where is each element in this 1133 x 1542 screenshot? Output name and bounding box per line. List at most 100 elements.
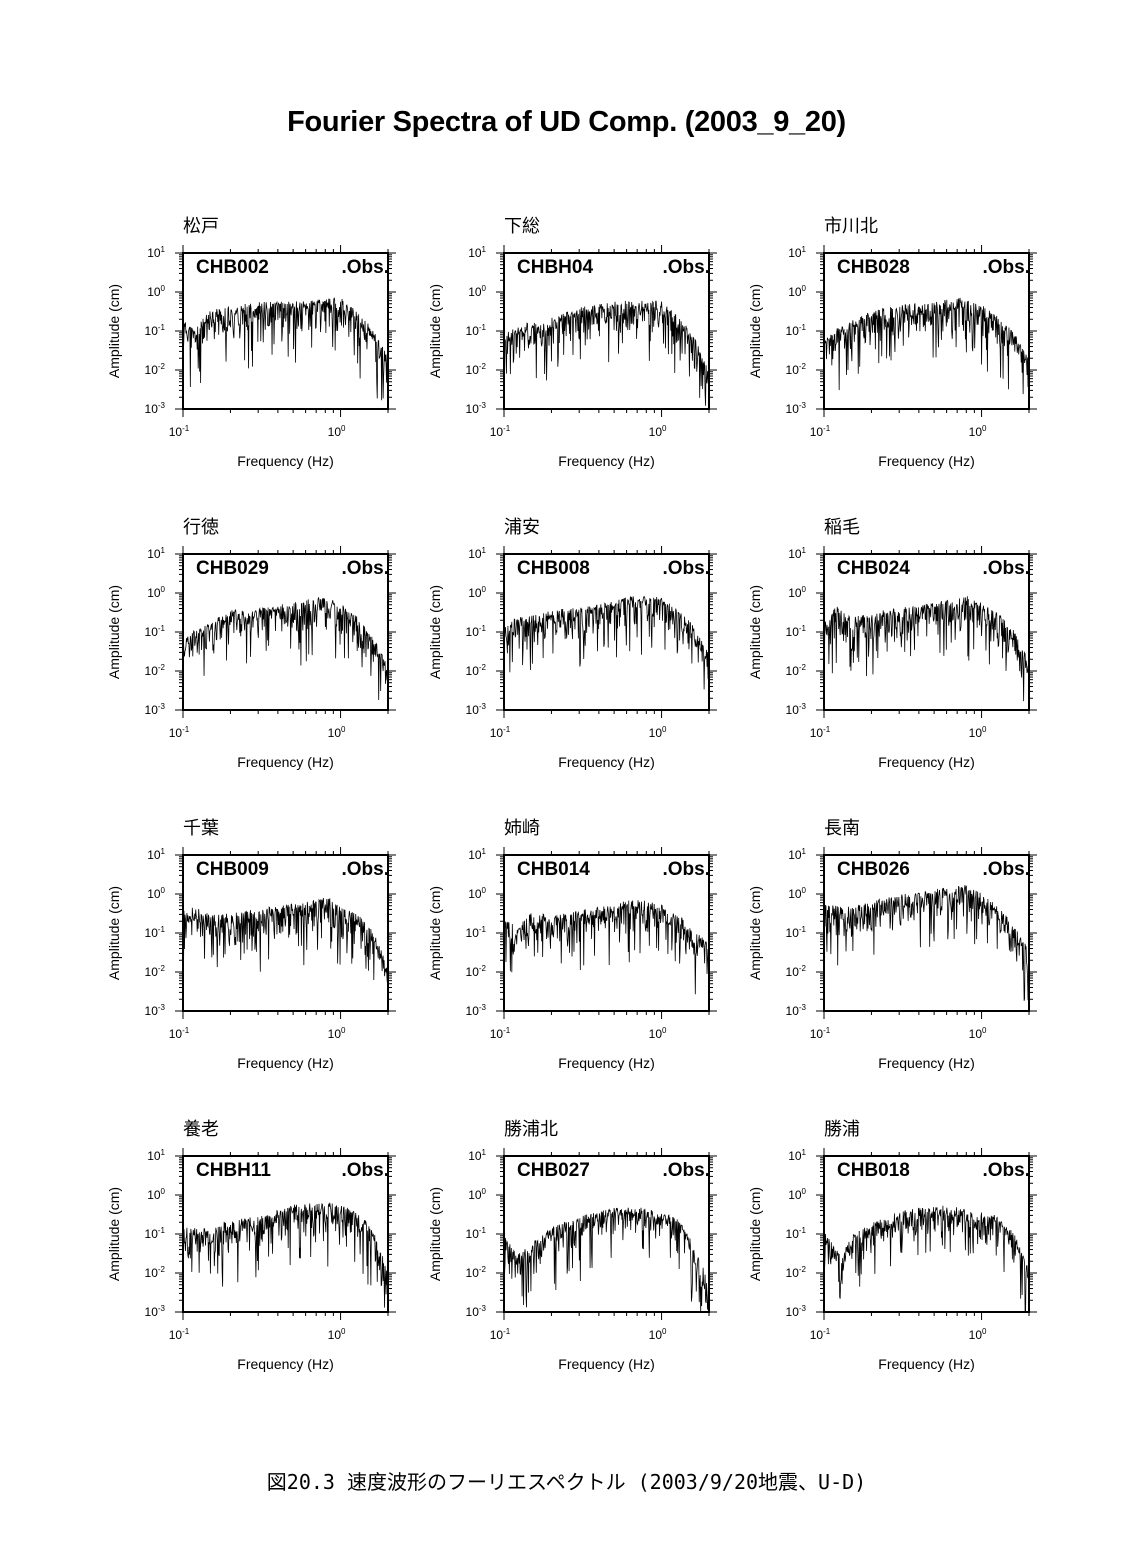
x-axis-label: Frequency (Hz): [237, 1055, 333, 1071]
spectrum-chart: 10-3 10-2 10-1 100 101 10-1 100 Frequency (Hz) A…: [106, 546, 396, 770]
obs-tag: .Obs.: [662, 558, 710, 579]
spectrum-chart: 10-3 10-2 10-1 100 101 10-1 100 Frequency (Hz) A…: [427, 546, 717, 770]
obs-tag: .Obs.: [982, 859, 1030, 880]
x-tick-label: 100: [328, 1026, 346, 1041]
station-name: 稲毛: [824, 517, 860, 538]
y-tick-label: 10-1: [466, 1226, 487, 1241]
x-axis-label: Frequency (Hz): [237, 1356, 333, 1372]
obs-tag: .Obs.: [341, 558, 389, 579]
x-axis-label: Frequency (Hz): [237, 453, 333, 469]
x-tick-label: 10-1: [169, 725, 190, 740]
obs-tag: .Obs.: [341, 257, 389, 278]
y-tick-label: 101: [468, 546, 486, 561]
y-tick-label: 10-3: [145, 401, 166, 416]
page-title: Fourier Spectra of UD Comp. (2003_9_20): [287, 106, 846, 138]
spectrum-line: [824, 885, 1029, 1001]
x-axis-label: Frequency (Hz): [878, 754, 974, 770]
obs-tag: .Obs.: [341, 1160, 389, 1181]
x-tick-label: 10-1: [810, 424, 831, 439]
y-tick-label: 10-3: [466, 401, 487, 416]
y-tick-label: 10-2: [145, 362, 166, 377]
y-tick-label: 100: [788, 284, 806, 299]
y-tick-label: 101: [147, 245, 165, 260]
spectrum-panel-chb029: 行徳 10-3 10-2 10-1 100 101 10-1 100 Frequency (Hz…: [103, 513, 423, 773]
y-tick-label: 10-1: [786, 925, 807, 940]
x-axis-label: Frequency (Hz): [558, 453, 654, 469]
y-tick-label: 10-3: [786, 1304, 807, 1319]
x-tick-label: 10-1: [169, 424, 190, 439]
station-code: CHBH04: [517, 257, 593, 278]
station-name: 松戸: [183, 216, 219, 237]
y-tick-label: 101: [788, 1148, 806, 1163]
spectrum-line: [824, 596, 1029, 702]
spectrum-panel-chb018: 勝浦 10-3 10-2 10-1 100 101 10-1 100 Frequency (Hz…: [744, 1115, 1064, 1375]
x-tick-label: 10-1: [490, 725, 511, 740]
station-name: 長南: [824, 818, 860, 839]
spectrum-panel-chb026: 長南 10-3 10-2 10-1 100 101 10-1 100 Frequency (Hz…: [744, 814, 1064, 1074]
y-tick-label: 10-1: [786, 323, 807, 338]
station-name: 勝浦: [824, 1119, 860, 1140]
station-name: 勝浦北: [504, 1119, 558, 1140]
y-tick-label: 101: [468, 245, 486, 260]
spectrum-panel-chb014: 姉崎 10-3 10-2 10-1 100 101 10-1 100 Frequency (Hz…: [424, 814, 744, 1074]
y-tick-label: 10-1: [466, 323, 487, 338]
x-tick-label: 100: [969, 1327, 987, 1342]
x-tick-label: 10-1: [169, 1327, 190, 1342]
obs-tag: .Obs.: [662, 1160, 710, 1181]
x-tick-label: 100: [649, 1327, 667, 1342]
station-name: 行徳: [183, 517, 219, 538]
x-tick-label: 10-1: [810, 725, 831, 740]
spectrum-line: [183, 597, 388, 700]
station-name: 姉崎: [504, 818, 540, 839]
y-tick-label: 100: [147, 585, 165, 600]
y-tick-label: 10-1: [145, 925, 166, 940]
station-name: 千葉: [183, 818, 219, 839]
y-tick-label: 10-2: [786, 362, 807, 377]
spectrum-line: [183, 297, 388, 401]
y-axis-label: Amplitude (cm): [106, 1187, 122, 1281]
x-tick-label: 10-1: [810, 1327, 831, 1342]
x-tick-label: 100: [649, 725, 667, 740]
x-tick-label: 10-1: [169, 1026, 190, 1041]
x-tick-label: 100: [328, 1327, 346, 1342]
y-tick-label: 10-1: [466, 925, 487, 940]
obs-tag: .Obs.: [662, 859, 710, 880]
y-tick-label: 10-3: [466, 1304, 487, 1319]
spectrum-line: [824, 1205, 1029, 1312]
y-tick-label: 100: [468, 284, 486, 299]
x-tick-label: 10-1: [490, 424, 511, 439]
spectrum-panel-chb002: 松戸 10-3 10-2 10-1 100 101 10-1 100 Frequency (Hz…: [103, 212, 423, 472]
spectrum-chart: 10-3 10-2 10-1 100 101 10-1 100 Frequency (Hz) A…: [106, 1148, 396, 1372]
y-axis-label: Amplitude (cm): [747, 886, 763, 980]
y-tick-label: 10-3: [786, 702, 807, 717]
y-tick-label: 10-1: [145, 1226, 166, 1241]
spectrum-line: [183, 897, 388, 984]
y-axis-label: Amplitude (cm): [747, 284, 763, 378]
y-axis-label: Amplitude (cm): [427, 585, 443, 679]
x-tick-label: 100: [969, 1026, 987, 1041]
spectrum-panel-chb027: 勝浦北 10-3 10-2 10-1 100 101 10-1 100 Frequency (H…: [424, 1115, 744, 1375]
figure-caption: 図20.3 速度波形のフーリエスペクトル (2003/9/20地震、U-D): [266, 1470, 867, 1494]
station-code: CHB028: [837, 257, 910, 278]
spectrum-chart: 10-3 10-2 10-1 100 101 10-1 100 Frequency (Hz) A…: [747, 1148, 1037, 1372]
spectrum-chart: 10-3 10-2 10-1 100 101 10-1 100 Frequency (Hz) A…: [427, 847, 717, 1071]
y-tick-label: 101: [788, 546, 806, 561]
station-name: 養老: [183, 1119, 219, 1140]
station-code: CHB026: [837, 859, 910, 880]
y-tick-label: 10-2: [786, 964, 807, 979]
y-axis-label: Amplitude (cm): [106, 585, 122, 679]
y-tick-label: 10-2: [466, 1265, 487, 1280]
y-tick-label: 10-2: [466, 663, 487, 678]
station-code: CHB029: [196, 558, 269, 579]
spectrum-line: [504, 1207, 709, 1312]
spectrum-panel-chb028: 市川北 10-3 10-2 10-1 100 101 10-1 100 Frequency (H…: [744, 212, 1064, 472]
x-tick-label: 100: [328, 725, 346, 740]
x-axis-label: Frequency (Hz): [558, 1055, 654, 1071]
x-axis-label: Frequency (Hz): [878, 1055, 974, 1071]
y-tick-label: 10-2: [786, 663, 807, 678]
y-tick-label: 10-3: [145, 702, 166, 717]
station-code: CHB018: [837, 1160, 910, 1181]
x-tick-label: 10-1: [810, 1026, 831, 1041]
y-axis-label: Amplitude (cm): [106, 886, 122, 980]
y-tick-label: 10-1: [786, 1226, 807, 1241]
